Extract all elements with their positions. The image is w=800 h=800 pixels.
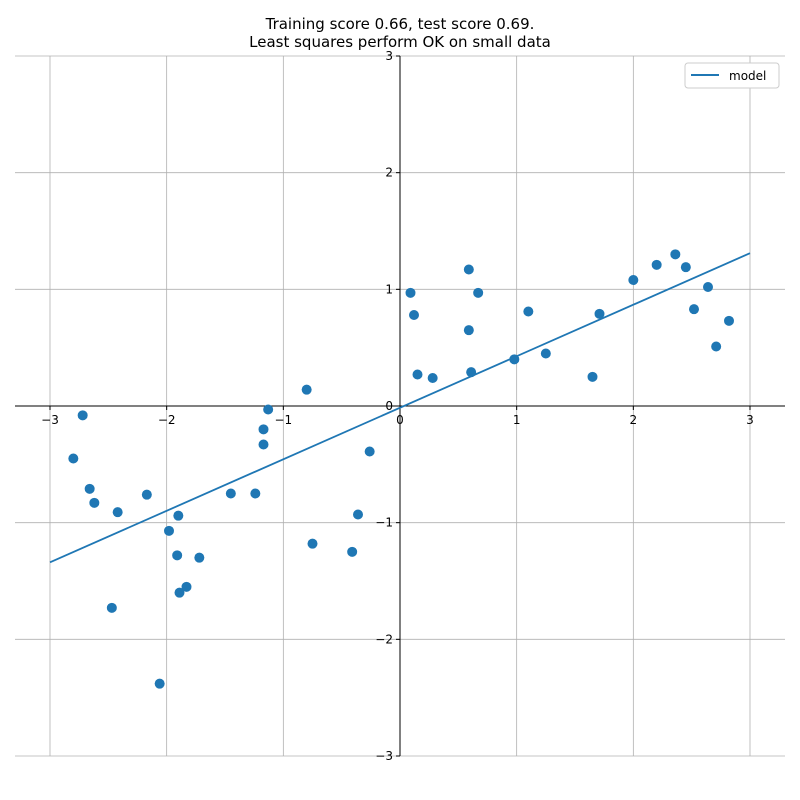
x-tick-label-2: −1 bbox=[274, 413, 292, 427]
data-point-9 bbox=[172, 550, 183, 561]
data-point-26 bbox=[412, 369, 423, 380]
data-point-17 bbox=[258, 439, 269, 450]
data-point-2 bbox=[84, 483, 95, 494]
x-tick-label-3: 0 bbox=[396, 413, 404, 427]
data-point-15 bbox=[250, 488, 261, 499]
data-point-0 bbox=[77, 410, 88, 421]
x-tick-label-6: 3 bbox=[746, 413, 754, 427]
legend-box bbox=[684, 62, 780, 89]
data-point-34 bbox=[540, 348, 551, 359]
x-tick-label-4: 1 bbox=[513, 413, 521, 427]
data-point-23 bbox=[364, 446, 375, 457]
data-point-20 bbox=[307, 538, 318, 549]
model-line bbox=[49, 252, 751, 564]
data-point-42 bbox=[703, 282, 713, 292]
data-point-44 bbox=[724, 315, 734, 326]
data-point-35 bbox=[587, 371, 598, 382]
y-tick-label-3: 0 bbox=[385, 399, 393, 413]
data-point-32 bbox=[509, 354, 520, 365]
data-point-4 bbox=[112, 507, 123, 518]
data-point-12 bbox=[194, 552, 205, 563]
data-point-30 bbox=[466, 367, 477, 378]
y-tick-label-1: −2 bbox=[375, 632, 393, 646]
data-point-6 bbox=[141, 489, 152, 500]
data-point-36 bbox=[594, 308, 605, 319]
x-tick-label-1: −2 bbox=[158, 413, 176, 427]
data-point-27 bbox=[427, 373, 438, 383]
model-line-layer bbox=[49, 252, 751, 564]
ticks: −3 −2 −1 0 1 2 3 −3 −2 −1 0 1 2 3 bbox=[41, 49, 754, 763]
data-point-37 bbox=[628, 275, 639, 285]
data-point-5 bbox=[106, 602, 117, 613]
data-point-8 bbox=[173, 510, 184, 521]
data-point-33 bbox=[523, 306, 534, 317]
data-point-21 bbox=[347, 546, 358, 557]
legend: model bbox=[684, 62, 780, 89]
chart-subtitle: Least squares perform OK on small data bbox=[249, 33, 551, 51]
data-point-28 bbox=[463, 264, 474, 275]
data-point-18 bbox=[263, 404, 274, 415]
y-tick-label-5: 2 bbox=[385, 166, 393, 180]
data-points bbox=[68, 249, 734, 689]
data-point-3 bbox=[89, 497, 100, 508]
data-point-1 bbox=[68, 453, 79, 464]
data-point-29 bbox=[463, 325, 474, 336]
data-point-43 bbox=[711, 341, 722, 352]
y-tick-label-0: −3 bbox=[375, 749, 393, 763]
y-tick-label-2: −1 bbox=[375, 516, 393, 530]
data-point-7 bbox=[164, 525, 174, 536]
y-tick-label-4: 1 bbox=[385, 282, 393, 296]
data-point-38 bbox=[651, 259, 662, 270]
legend-label-model: model bbox=[729, 69, 766, 83]
y-tick-label-6: 3 bbox=[385, 49, 393, 63]
data-point-14 bbox=[225, 488, 236, 499]
data-point-41 bbox=[689, 304, 699, 315]
x-tick-label-5: 2 bbox=[630, 413, 638, 427]
data-point-19 bbox=[301, 384, 312, 395]
data-point-40 bbox=[680, 262, 691, 273]
data-point-16 bbox=[258, 424, 269, 435]
chart-title: Training score 0.66, test score 0.69. bbox=[265, 15, 535, 33]
data-point-13 bbox=[154, 678, 165, 689]
x-tick-label-0: −3 bbox=[41, 413, 59, 427]
data-point-10 bbox=[174, 587, 185, 598]
data-point-25 bbox=[409, 310, 419, 320]
data-point-11 bbox=[181, 581, 192, 592]
data-point-31 bbox=[473, 287, 484, 298]
data-point-22 bbox=[353, 509, 363, 520]
data-point-39 bbox=[670, 249, 681, 260]
data-point-24 bbox=[405, 287, 416, 298]
